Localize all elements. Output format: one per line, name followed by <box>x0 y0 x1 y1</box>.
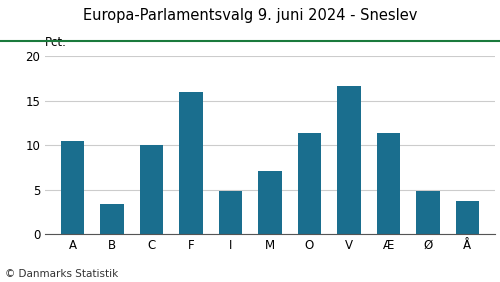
Text: Europa-Parlamentsvalg 9. juni 2024 - Sneslev: Europa-Parlamentsvalg 9. juni 2024 - Sne… <box>83 8 417 23</box>
Bar <box>298 133 322 234</box>
Bar <box>376 133 400 234</box>
Bar <box>179 92 203 234</box>
Bar <box>416 191 440 234</box>
Bar <box>61 141 84 234</box>
Text: Pct.: Pct. <box>45 36 67 49</box>
Bar <box>456 201 479 234</box>
Bar <box>140 145 164 234</box>
Bar <box>218 191 242 234</box>
Bar <box>100 204 124 234</box>
Bar <box>258 171 282 234</box>
Text: © Danmarks Statistik: © Danmarks Statistik <box>5 269 118 279</box>
Bar <box>337 86 361 234</box>
